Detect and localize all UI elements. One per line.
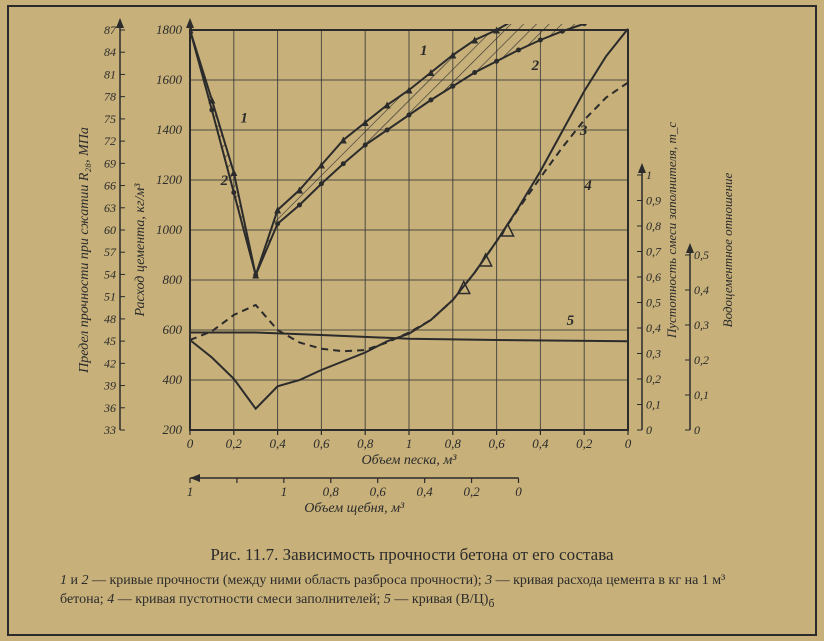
svg-text:78: 78 xyxy=(104,90,116,104)
svg-text:Пустотность смеси заполнителя,: Пустотность смеси заполнителя, m_с xyxy=(664,122,679,339)
svg-text:1200: 1200 xyxy=(156,172,183,187)
svg-text:0: 0 xyxy=(646,423,652,437)
svg-text:4: 4 xyxy=(583,178,592,194)
svg-text:1000: 1000 xyxy=(156,222,183,237)
figure-caption: Рис. 11.7. Зависимость прочности бетона … xyxy=(0,545,824,565)
svg-text:0,2: 0,2 xyxy=(576,436,593,451)
svg-text:81: 81 xyxy=(104,67,116,81)
svg-text:45: 45 xyxy=(104,334,116,348)
svg-text:0,1: 0,1 xyxy=(694,388,709,402)
svg-text:0,5: 0,5 xyxy=(694,248,709,262)
svg-text:600: 600 xyxy=(163,322,183,337)
svg-text:0,6: 0,6 xyxy=(313,436,330,451)
svg-text:42: 42 xyxy=(104,356,116,370)
svg-text:1600: 1600 xyxy=(156,72,183,87)
svg-text:36: 36 xyxy=(103,401,116,415)
svg-text:0,4: 0,4 xyxy=(694,283,709,297)
svg-text:51: 51 xyxy=(104,290,116,304)
svg-text:87: 87 xyxy=(104,23,117,37)
svg-text:0,4: 0,4 xyxy=(646,321,661,335)
svg-text:Объем песка, м³: Объем песка, м³ xyxy=(362,453,458,468)
svg-text:72: 72 xyxy=(104,134,116,148)
svg-text:60: 60 xyxy=(104,223,116,237)
svg-text:33: 33 xyxy=(103,423,116,437)
svg-text:5: 5 xyxy=(567,313,575,329)
svg-text:0,8: 0,8 xyxy=(323,484,340,499)
svg-text:Водоцементное отношение: Водоцементное отношение xyxy=(720,172,735,327)
svg-text:0,6: 0,6 xyxy=(488,436,505,451)
svg-text:1: 1 xyxy=(406,436,413,451)
svg-text:0,4: 0,4 xyxy=(417,484,434,499)
svg-text:0,2: 0,2 xyxy=(646,372,661,386)
svg-text:800: 800 xyxy=(163,272,183,287)
svg-text:0,6: 0,6 xyxy=(370,484,387,499)
svg-text:1400: 1400 xyxy=(156,122,183,137)
svg-text:0: 0 xyxy=(625,436,632,451)
svg-text:0,8: 0,8 xyxy=(445,436,462,451)
svg-text:400: 400 xyxy=(163,372,183,387)
svg-text:84: 84 xyxy=(104,45,116,59)
svg-text:39: 39 xyxy=(103,379,116,393)
svg-text:0,8: 0,8 xyxy=(357,436,374,451)
svg-text:0,2: 0,2 xyxy=(694,353,709,367)
svg-text:0,6: 0,6 xyxy=(646,270,661,284)
svg-text:48: 48 xyxy=(104,312,116,326)
svg-text:0,1: 0,1 xyxy=(646,398,661,412)
svg-text:2: 2 xyxy=(220,173,229,189)
svg-text:0,7: 0,7 xyxy=(646,245,662,259)
svg-text:1: 1 xyxy=(646,168,652,182)
svg-text:1: 1 xyxy=(240,111,248,127)
svg-text:0,4: 0,4 xyxy=(269,436,286,451)
svg-text:0,4: 0,4 xyxy=(532,436,549,451)
svg-text:0,2: 0,2 xyxy=(226,436,243,451)
svg-text:0: 0 xyxy=(515,484,522,499)
svg-text:75: 75 xyxy=(104,112,116,126)
svg-text:1: 1 xyxy=(420,43,428,59)
svg-text:0,2: 0,2 xyxy=(463,484,480,499)
svg-text:Предел прочности при сжатии R₂: Предел прочности при сжатии R₂₈, МПа xyxy=(77,127,92,374)
svg-text:0,3: 0,3 xyxy=(646,347,661,361)
svg-text:0,8: 0,8 xyxy=(646,219,661,233)
svg-text:Объем щебня, м³: Объем щебня, м³ xyxy=(304,501,405,516)
svg-text:0,9: 0,9 xyxy=(646,194,661,208)
svg-text:57: 57 xyxy=(104,245,117,259)
svg-text:3: 3 xyxy=(579,123,588,139)
svg-text:2: 2 xyxy=(531,58,540,74)
svg-text:Расход цемента, кг/м³: Расход цемента, кг/м³ xyxy=(133,183,148,318)
svg-text:54: 54 xyxy=(104,267,116,281)
svg-text:1: 1 xyxy=(281,484,288,499)
svg-text:200: 200 xyxy=(163,422,183,437)
svg-text:69: 69 xyxy=(104,156,116,170)
svg-text:0,3: 0,3 xyxy=(694,318,709,332)
figure-legend: 1 и 2 — кривые прочности (между ними обл… xyxy=(60,572,764,611)
svg-text:1800: 1800 xyxy=(156,22,183,37)
svg-text:63: 63 xyxy=(104,201,116,215)
svg-text:0,5: 0,5 xyxy=(646,296,661,310)
figure-page: 121234500,20,40,60,810,80,60,40,20Объем … xyxy=(0,0,824,641)
svg-text:66: 66 xyxy=(104,179,116,193)
svg-text:0: 0 xyxy=(694,423,700,437)
svg-text:1: 1 xyxy=(187,484,194,499)
svg-text:0: 0 xyxy=(187,436,194,451)
